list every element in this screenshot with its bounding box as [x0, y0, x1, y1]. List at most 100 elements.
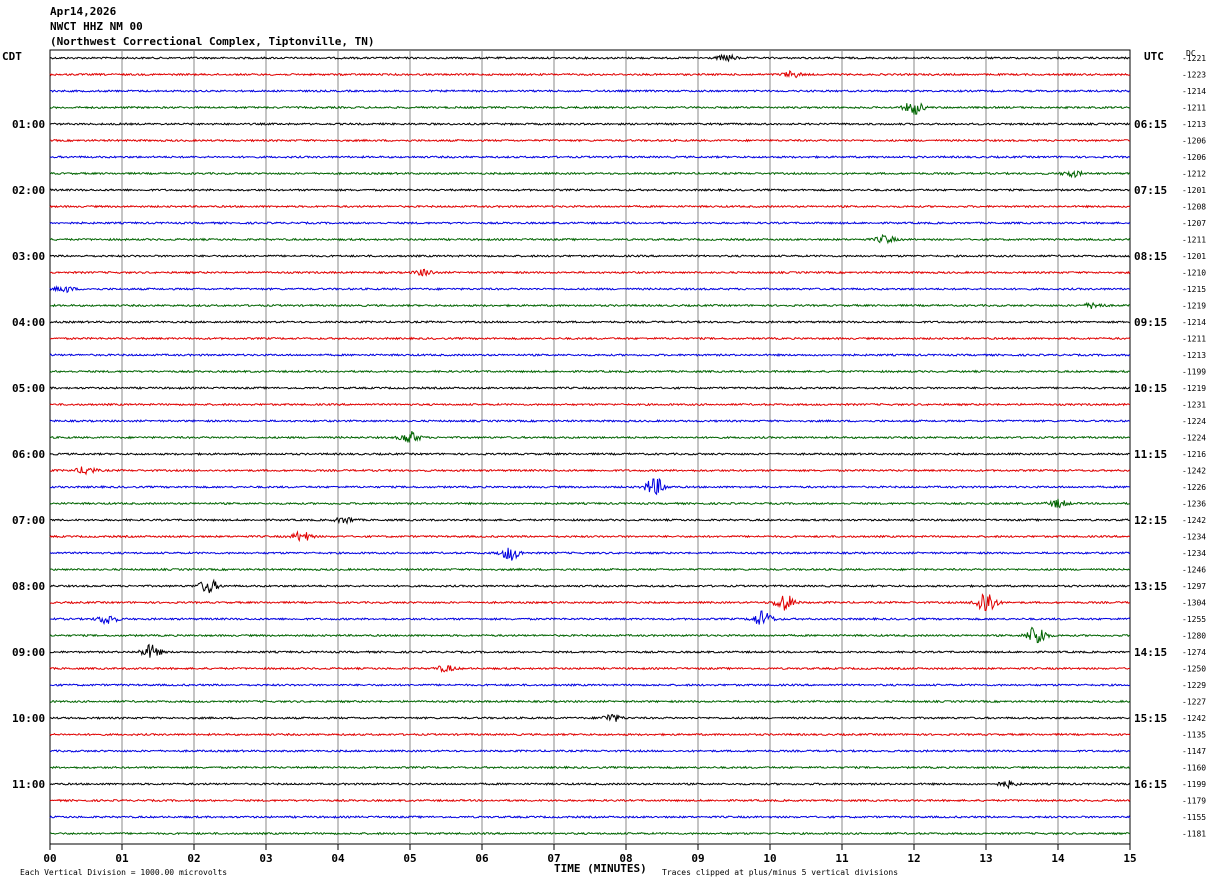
header-location: (Northwest Correctional Complex, Tiptonv…	[50, 35, 375, 48]
x-tick-label: 03	[259, 852, 272, 865]
dc-offset-label: -1211	[1182, 236, 1206, 245]
dc-offset-label: -1199	[1182, 780, 1206, 789]
trace-line	[49, 169, 1131, 179]
right-time-label: 09:15	[1134, 316, 1167, 329]
dc-offset-label: -1274	[1182, 648, 1206, 657]
trace-line	[49, 369, 1131, 374]
x-tick-label: 08	[619, 852, 632, 865]
trace-line	[49, 233, 1131, 245]
right-time-label: 15:15	[1134, 712, 1167, 725]
x-tick-label: 07	[547, 852, 560, 865]
trace-line	[49, 765, 1131, 770]
right-time-label: 13:15	[1134, 580, 1167, 593]
trace-line	[49, 593, 1131, 611]
left-time-label: 08:00	[12, 580, 45, 593]
trace-line	[49, 320, 1131, 324]
right-time-label: 10:15	[1134, 382, 1167, 395]
x-axis-label: TIME (MINUTES)	[554, 862, 647, 875]
left-time-label: 07:00	[12, 514, 45, 527]
dc-offset-labels: -1221 -1223 -1214 -1211 -1213 -1206 -1206 -1212…	[1182, 54, 1206, 839]
x-axis-ticks: 00 01 02 03 04 05 06 07 08 09 10 11 12 13 14 15	[43, 844, 1137, 865]
left-time-label: 02:00	[12, 184, 45, 197]
dc-offset-label: -1219	[1182, 302, 1206, 311]
x-tick-label: 10	[763, 852, 776, 865]
dc-offset-label: -1229	[1182, 681, 1206, 690]
trace-line	[49, 451, 1130, 456]
x-tick-label: 11	[835, 852, 849, 865]
dc-offset-label: -1234	[1182, 533, 1206, 542]
clip-note: Traces clipped at plus/minus 5 vertical …	[662, 868, 899, 877]
dc-offset-label: -1208	[1182, 203, 1206, 212]
trace-line	[49, 102, 1131, 115]
dc-offset-label: -1201	[1182, 252, 1206, 261]
dc-offset-label: -1147	[1182, 747, 1206, 756]
trace-line	[49, 665, 1131, 673]
trace-line	[49, 498, 1131, 509]
x-tick-label: 12	[907, 852, 920, 865]
dc-offset-label: -1211	[1182, 104, 1206, 113]
left-time-label: 01:00	[12, 118, 45, 131]
trace-line	[49, 431, 1131, 444]
right-time-label: 11:15	[1134, 448, 1167, 461]
trace-line	[49, 254, 1131, 258]
dc-offset-label: -1224	[1182, 434, 1206, 443]
plot-frame	[49, 49, 1131, 845]
dc-offset-label: -1199	[1182, 368, 1206, 377]
trace-line	[49, 477, 1131, 496]
trace-line	[49, 268, 1131, 277]
trace-line	[49, 284, 1131, 294]
trace-line	[49, 699, 1131, 704]
right-timezone-label: UTC	[1144, 50, 1164, 63]
trace-line	[49, 336, 1131, 341]
left-time-label: 03:00	[12, 250, 45, 263]
dc-offset-label: -1160	[1182, 764, 1206, 773]
dc-offset-label: -1242	[1182, 516, 1206, 525]
dc-offset-label: -1207	[1182, 219, 1206, 228]
dc-offset-label: -1242	[1182, 714, 1206, 723]
right-time-label: 07:15	[1134, 184, 1167, 197]
trace-line	[49, 466, 1131, 476]
trace-line	[49, 204, 1131, 209]
trace-line	[49, 749, 1131, 753]
trace-line	[49, 138, 1131, 143]
dc-offset-label: -1231	[1182, 401, 1206, 410]
left-time-label: 04:00	[12, 316, 45, 329]
left-time-label: 11:00	[12, 778, 45, 791]
trace-line	[49, 831, 1131, 836]
time-labels: 01:00 02:00 03:00 04:00 05:00 06:00 07:00 08:00…	[12, 118, 1167, 791]
dc-offset-label: -1250	[1182, 665, 1206, 674]
left-time-label: 06:00	[12, 448, 45, 461]
dc-header-label: DC	[1186, 49, 1196, 58]
x-tick-label: 04	[331, 852, 345, 865]
trace-line	[49, 70, 1131, 79]
dc-offset-label: -1214	[1182, 87, 1206, 96]
right-time-label: 08:15	[1134, 250, 1167, 263]
x-tick-label: 06	[475, 852, 489, 865]
minute-gridlines	[121, 50, 1059, 844]
dc-offset-label: -1206	[1182, 137, 1206, 146]
trace-line	[49, 815, 1131, 819]
trace-line	[49, 419, 1131, 423]
trace-line	[49, 53, 1131, 63]
dc-offset-label: -1214	[1182, 318, 1206, 327]
dc-offset-label: -1242	[1182, 467, 1206, 476]
trace-line	[49, 122, 1131, 126]
dc-offset-label: -1216	[1182, 450, 1206, 459]
header-station: NWCT HHZ NM 00	[50, 20, 143, 33]
x-tick-label: 15	[1123, 852, 1136, 865]
dc-offset-label: -1210	[1182, 269, 1206, 278]
trace-line	[49, 530, 1131, 543]
trace-line	[49, 386, 1131, 390]
x-tick-label: 09	[691, 852, 704, 865]
trace-line	[49, 578, 1131, 594]
x-tick-label: 13	[979, 852, 992, 865]
trace-line	[49, 683, 1131, 687]
left-time-label: 10:00	[12, 712, 45, 725]
dc-offset-label: -1206	[1182, 153, 1206, 162]
trace-line	[49, 798, 1131, 803]
trace-line	[49, 221, 1131, 225]
dc-offset-label: -1179	[1182, 797, 1206, 806]
dc-offset-label: -1246	[1182, 566, 1206, 575]
trace-line	[49, 516, 1131, 525]
